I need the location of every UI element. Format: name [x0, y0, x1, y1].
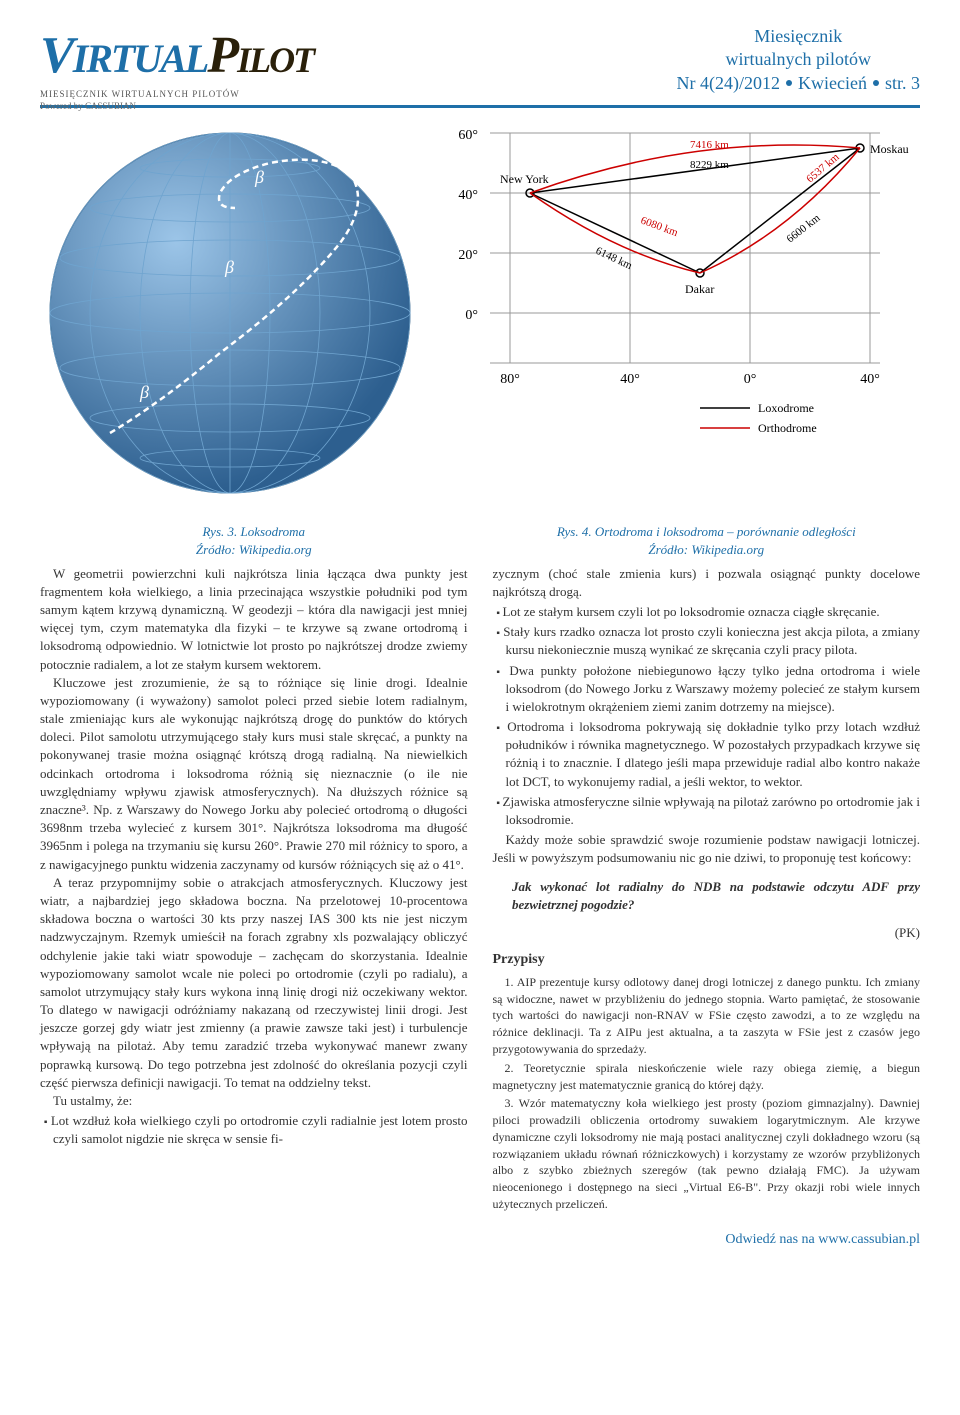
powered-by: Powered by CASSUBIAN	[40, 100, 460, 113]
footnote-3: 3. Wzór matematyczny koła wielkiego jest…	[493, 1095, 921, 1213]
footnote-2: 2. Teoretycznie spirala nieskończenie wi…	[493, 1060, 921, 1094]
issue-month: Kwiecień	[798, 72, 867, 95]
magazine-line1: Miesięcznik	[677, 25, 920, 48]
issue-page: str. 3	[885, 72, 920, 95]
header-right: Miesięcznik wirtualnych pilotów Nr 4(24)…	[677, 25, 920, 100]
bullet-1-cont: zycznym (choć stale zmienia kurs) i pozw…	[493, 565, 921, 601]
bullet-4: Dwa punkty położone niebiegunowo łączy t…	[493, 662, 921, 717]
left-column: Rys. 3. Loksodroma Źródło: Wikipedia.org…	[40, 518, 468, 1215]
globe-caption-l2: Źródło: Wikipedia.org	[40, 541, 468, 559]
svg-text:60°: 60°	[458, 128, 478, 143]
svg-text:Dakar: Dakar	[685, 282, 714, 296]
figure-map: 60° 40° 20° 0° 80° 40° 0° 40° New York M…	[440, 123, 920, 458]
bullet-2: Lot ze stałym kursem czyli lot po loksod…	[493, 603, 921, 621]
footer-link[interactable]: Odwiedź nas na www.cassubian.pl	[40, 1230, 920, 1250]
para-1: W geometrii powierzchni kuli najkrótsza …	[40, 565, 468, 674]
figures-row: β β β 60° 40°	[40, 123, 920, 508]
globe-caption: Rys. 3. Loksodroma Źródło: Wikipedia.org	[40, 523, 468, 559]
para-3: A teraz przypomnijmy sobie o atrakcjach …	[40, 874, 468, 1092]
svg-text:40°: 40°	[860, 372, 880, 387]
right-column: Rys. 4. Ortodroma i loksodroma – porówna…	[493, 518, 921, 1215]
test-question: Jak wykonać lot radialny do NDB na podst…	[512, 878, 920, 914]
page-container: VIRTUALPILOT MIESIĘCZNIK WIRTUALNYCH PIL…	[0, 0, 960, 1269]
para-4-intro: Tu ustalmy, że:	[40, 1092, 468, 1110]
bullet-6: Zjawiska atmosferyczne silnie wpływają n…	[493, 793, 921, 829]
svg-text:β: β	[139, 382, 149, 402]
figure-globe: β β β	[40, 123, 420, 508]
map-caption-l2: Źródło: Wikipedia.org	[493, 541, 921, 559]
svg-text:Orthodrome: Orthodrome	[758, 421, 817, 435]
text-columns: Rys. 3. Loksodroma Źródło: Wikipedia.org…	[40, 518, 920, 1215]
bullet-5: Ortodroma i loksodroma pokrywają się dok…	[493, 718, 921, 791]
para-5: Każdy może sobie sprawdzić swoje rozumie…	[493, 831, 921, 867]
logo-block: VIRTUALPILOT MIESIĘCZNIK WIRTUALNYCH PIL…	[40, 20, 460, 100]
bullet-icon	[873, 80, 879, 86]
footnotes-heading: Przypisy	[493, 950, 921, 970]
svg-text:Moskau: Moskau	[870, 142, 909, 156]
svg-text:β: β	[254, 167, 264, 187]
svg-text:0°: 0°	[744, 372, 757, 387]
globe-svg: β β β	[40, 123, 420, 503]
svg-text:7416 km: 7416 km	[690, 139, 729, 151]
bullet-icon	[786, 80, 792, 86]
svg-text:New York: New York	[500, 172, 549, 186]
svg-text:0°: 0°	[465, 308, 478, 323]
svg-text:40°: 40°	[620, 372, 640, 387]
svg-text:Loxodrome: Loxodrome	[758, 401, 814, 415]
footnote-1: 1. AIP prezentuje kursy odlotowy danej d…	[493, 974, 921, 1058]
issue-number: Nr 4(24)/2012	[677, 72, 780, 95]
svg-text:80°: 80°	[500, 372, 520, 387]
map-svg: 60° 40° 20° 0° 80° 40° 0° 40° New York M…	[440, 123, 920, 453]
signature: (PK)	[493, 924, 921, 942]
svg-text:40°: 40°	[458, 188, 478, 203]
svg-text:20°: 20°	[458, 248, 478, 263]
globe-caption-l1: Rys. 3. Loksodroma	[40, 523, 468, 541]
issue-line: Nr 4(24)/2012 Kwiecień str. 3	[677, 72, 920, 95]
magazine-line2: wirtualnych pilotów	[677, 48, 920, 71]
para-2: Kluczowe jest zrozumienie, że są to różn…	[40, 674, 468, 874]
svg-text:β: β	[224, 257, 234, 277]
logo-main: VIRTUALPILOT	[40, 20, 460, 93]
bullet-3: Stały kurs rzadko oznacza lot prosto czy…	[493, 623, 921, 659]
page-header: VIRTUALPILOT MIESIĘCZNIK WIRTUALNYCH PIL…	[40, 20, 920, 108]
map-caption: Rys. 4. Ortodroma i loksodroma – porówna…	[493, 523, 921, 559]
bullet-1-part: Lot wzdłuż koła wielkiego czyli po ortod…	[40, 1112, 468, 1148]
svg-text:8229 km: 8229 km	[690, 159, 729, 171]
map-caption-l1: Rys. 4. Ortodroma i loksodroma – porówna…	[493, 523, 921, 541]
